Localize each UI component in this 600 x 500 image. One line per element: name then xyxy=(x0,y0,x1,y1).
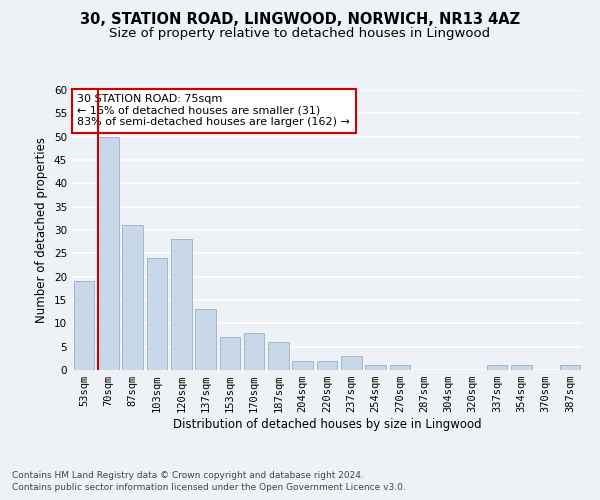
Y-axis label: Number of detached properties: Number of detached properties xyxy=(35,137,49,323)
Text: 30 STATION ROAD: 75sqm
← 16% of detached houses are smaller (31)
83% of semi-det: 30 STATION ROAD: 75sqm ← 16% of detached… xyxy=(77,94,350,128)
Bar xyxy=(244,332,265,370)
Bar xyxy=(365,366,386,370)
Bar xyxy=(317,360,337,370)
X-axis label: Distribution of detached houses by size in Lingwood: Distribution of detached houses by size … xyxy=(173,418,481,431)
Bar xyxy=(560,366,580,370)
Text: Contains public sector information licensed under the Open Government Licence v3: Contains public sector information licen… xyxy=(12,484,406,492)
Bar xyxy=(195,310,216,370)
Text: 30, STATION ROAD, LINGWOOD, NORWICH, NR13 4AZ: 30, STATION ROAD, LINGWOOD, NORWICH, NR1… xyxy=(80,12,520,28)
Bar xyxy=(171,240,191,370)
Bar xyxy=(292,360,313,370)
Bar xyxy=(98,136,119,370)
Bar xyxy=(268,342,289,370)
Bar xyxy=(389,366,410,370)
Text: Size of property relative to detached houses in Lingwood: Size of property relative to detached ho… xyxy=(109,28,491,40)
Bar xyxy=(487,366,508,370)
Bar xyxy=(220,338,240,370)
Bar xyxy=(146,258,167,370)
Bar xyxy=(122,226,143,370)
Bar xyxy=(341,356,362,370)
Bar xyxy=(74,282,94,370)
Text: Contains HM Land Registry data © Crown copyright and database right 2024.: Contains HM Land Registry data © Crown c… xyxy=(12,471,364,480)
Bar xyxy=(511,366,532,370)
